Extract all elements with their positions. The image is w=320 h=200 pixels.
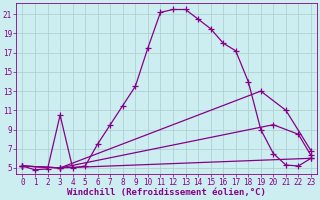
X-axis label: Windchill (Refroidissement éolien,°C): Windchill (Refroidissement éolien,°C): [67, 188, 266, 197]
